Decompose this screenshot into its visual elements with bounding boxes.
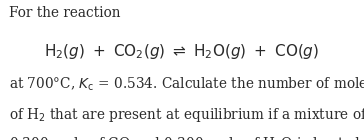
- Text: For the reaction: For the reaction: [9, 6, 120, 20]
- Text: 0.300 mole of CO and 0.300 mole of H$_2$O is heated: 0.300 mole of CO and 0.300 mole of H$_2$…: [9, 136, 361, 140]
- Text: of H$_2$ that are present at equilibrium if a mixture of: of H$_2$ that are present at equilibrium…: [9, 106, 364, 124]
- Text: at 700°C, $K_\mathrm{c}$ = 0.534. Calculate the number of moles: at 700°C, $K_\mathrm{c}$ = 0.534. Calcul…: [9, 76, 364, 93]
- Text: $\mathrm{H_2(}\mathit{g}\mathrm{)\ +\ CO_2(}\mathit{g}\mathrm{)}\ \rightleftharp: $\mathrm{H_2(}\mathit{g}\mathrm{)\ +\ CO…: [44, 42, 320, 61]
